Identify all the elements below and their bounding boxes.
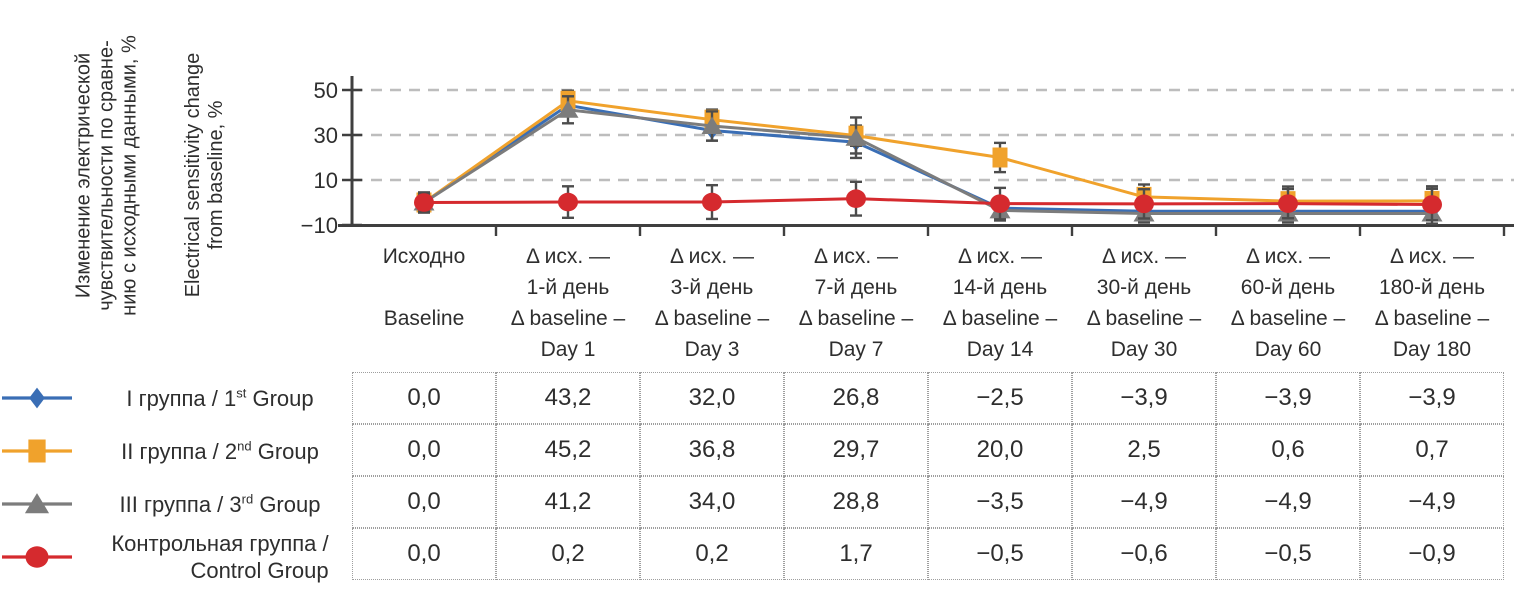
table-cell: −2,5 — [928, 372, 1072, 424]
circle-marker — [846, 189, 866, 208]
x-category-label: Δ исх. —180-й день Δ baseline – Day 180 — [1374, 245, 1490, 361]
table-cell: 34,0 — [640, 476, 784, 528]
x-category-label: Δ исх. —60-й день Δ baseline – Day 60 — [1230, 245, 1346, 361]
circle-marker — [990, 194, 1010, 213]
legend-label: Контрольная группа / Control Group — [111, 531, 329, 583]
table-cell: 28,8 — [784, 476, 928, 528]
circle-marker — [558, 192, 578, 212]
table-cell: −3,5 — [928, 476, 1072, 528]
y-tick-label: 30 — [314, 123, 338, 148]
legend-label: I группа / 1st Group — [126, 385, 314, 411]
table-cell: −3,9 — [1360, 372, 1504, 424]
square-marker — [992, 147, 1008, 168]
square-marker — [28, 439, 46, 463]
table-cell: 26,8 — [784, 372, 928, 424]
data-table: 0,0 43,2 32,0 26,8 −2,5 −3,9 −3,9 −3,9 0,0 45,2 36… — [352, 372, 1504, 580]
legend-label: III группа / 3rd Group — [119, 491, 321, 517]
circle-marker — [1134, 194, 1154, 214]
table-cell: −0,5 — [1216, 528, 1360, 580]
x-category-label: Δ исх. —1-й день Δ baseline – Day 1 — [510, 245, 626, 361]
table-cell: 20,0 — [928, 424, 1072, 476]
circle-legend-marker — [2, 546, 72, 568]
y-tick-label: −10 — [301, 213, 338, 238]
x-category-label: Δ исх. —30-й день Δ baseline – Day 30 — [1086, 245, 1202, 361]
table-cell: 0,0 — [352, 476, 496, 528]
triangle-marker — [557, 100, 579, 118]
table-cell: 2,5 — [1072, 424, 1216, 476]
table-cell: 0,0 — [352, 424, 496, 476]
table-cell: 29,7 — [784, 424, 928, 476]
table-cell: 0,2 — [640, 528, 784, 580]
circle-marker — [1278, 194, 1298, 213]
table-cell: 0,7 — [1360, 424, 1504, 476]
legend-label: II группа / 2nd Group — [121, 438, 319, 464]
table-cell: 1,7 — [784, 528, 928, 580]
circle-marker — [1422, 195, 1442, 214]
series-line-control — [423, 197, 1433, 207]
table-cell: 0,0 — [352, 372, 496, 424]
table-cell: 36,8 — [640, 424, 784, 476]
table-cell: 32,0 — [640, 372, 784, 424]
table-cell: −0,9 — [1360, 528, 1504, 580]
y-tick-label: 10 — [314, 168, 338, 193]
table-cell: 41,2 — [496, 476, 640, 528]
series-line-group2 — [423, 99, 1433, 204]
diamond-marker — [29, 387, 45, 409]
table-cell: −3,9 — [1072, 372, 1216, 424]
table-cell: −4,9 — [1360, 476, 1504, 528]
table-cell: 43,2 — [496, 372, 640, 424]
x-category-label: Δ исх. —3-й день Δ baseline – Day 3 — [654, 245, 770, 361]
table-cell: −3,9 — [1216, 372, 1360, 424]
series-line-group3 — [423, 108, 1432, 216]
triangle-marker — [701, 116, 723, 134]
table-cell: 0,2 — [496, 528, 640, 580]
x-category-label: Δ исх. —7-й день Δ baseline – Day 7 — [798, 245, 914, 361]
series-control — [414, 180, 1442, 222]
table-cell: −0,6 — [1072, 528, 1216, 580]
triangle-marker — [845, 128, 867, 146]
x-category-label: Δ исх. —14-й день Δ baseline – Day 14 — [942, 245, 1058, 361]
triangle-marker — [24, 493, 50, 514]
circle-marker — [702, 192, 722, 212]
table-cell: −0,5 — [928, 528, 1072, 580]
triangle-legend-marker — [2, 493, 72, 514]
square-legend-marker — [2, 439, 72, 463]
y-tick-label: 50 — [314, 78, 338, 103]
table-cell: 0,6 — [1216, 424, 1360, 476]
line-chart-svg: 50 30 10 −10 — [301, 76, 1514, 238]
diamond-legend-marker — [2, 387, 72, 409]
x-category-label: Исходно Baseline — [382, 245, 466, 330]
table-cell: −4,9 — [1216, 476, 1360, 528]
circle-marker — [414, 193, 434, 212]
table-cell: 0,0 — [352, 528, 496, 580]
circle-marker — [25, 546, 49, 568]
table-cell: 45,2 — [496, 424, 640, 476]
table-cell: −4,9 — [1072, 476, 1216, 528]
